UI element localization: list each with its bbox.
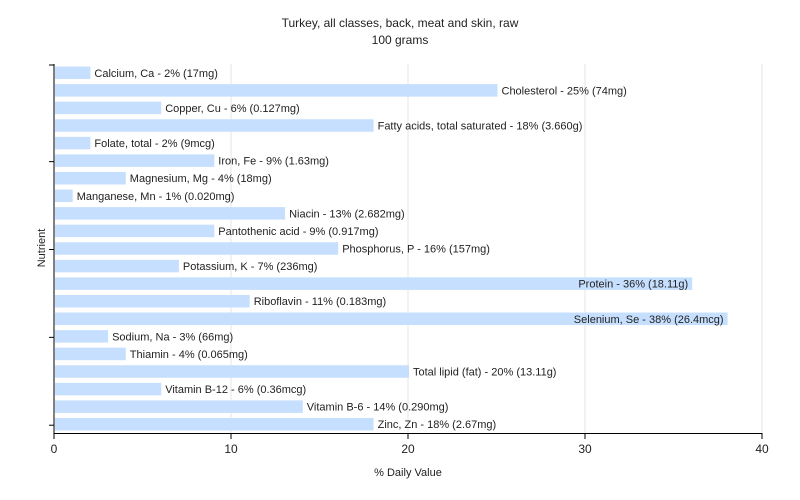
- x-axis-label: % Daily Value: [374, 467, 442, 479]
- bar-label: Potassium, K - 7% (236mg): [183, 261, 318, 273]
- bar: [55, 277, 693, 290]
- bar-label: Riboflavin - 11% (0.183mg): [254, 296, 386, 308]
- bar-label: Sodium, Na - 3% (66mg): [112, 331, 233, 343]
- bar-label: Calcium, Ca - 2% (17mg): [94, 68, 217, 80]
- x-tick-label: 10: [224, 442, 238, 456]
- bar-label: Folate, total - 2% (9mcg): [94, 138, 214, 150]
- bar-label: Phosphorus, P - 16% (157mg): [342, 244, 490, 256]
- bar: [55, 171, 126, 185]
- bar: [55, 400, 303, 413]
- bar-label: Thiamin - 4% (0.065mg): [130, 349, 248, 361]
- bar: [55, 66, 91, 80]
- bar: [55, 207, 286, 220]
- bar-label: Cholesterol - 25% (74mg): [502, 85, 627, 97]
- bar-label: Iron, Fe - 9% (1.63mg): [218, 156, 329, 168]
- bar-label: Fatty acids, total saturated - 18% (3.66…: [378, 121, 583, 133]
- x-tick-label: 30: [578, 442, 592, 456]
- bar: [55, 119, 374, 132]
- bar-label: Magnesium, Mg - 4% (18mg): [130, 173, 272, 185]
- bar-label: Niacin - 13% (2.682mg): [289, 208, 405, 220]
- bar: [55, 224, 215, 238]
- bars: Calcium, Ca - 2% (17mg) Cholesterol - 25%…: [55, 66, 728, 431]
- bar: [55, 136, 91, 150]
- bar: [55, 347, 126, 361]
- bar: [55, 259, 179, 273]
- bar: [55, 330, 109, 343]
- bar: [55, 154, 215, 167]
- bar: [55, 382, 162, 396]
- bar: [55, 189, 73, 203]
- x-tick-label: 0: [51, 442, 58, 456]
- bar: [55, 365, 409, 378]
- y-axis-label: Nutrient: [36, 229, 48, 268]
- bar: [55, 84, 498, 97]
- chart-title: Turkey, all classes, back, meat and skin…: [282, 16, 519, 30]
- x-tick-label: 20: [401, 442, 415, 456]
- bar: [55, 294, 250, 308]
- bar-label: Zinc, Zn - 18% (2.67mg): [378, 419, 497, 431]
- bar-label: Vitamin B-6 - 14% (0.290mg): [307, 402, 449, 414]
- x-tick-label: 40: [755, 442, 769, 456]
- axes: 0 10 20 30 40: [49, 64, 769, 456]
- bar-label: Selenium, Se - 38% (26.4mcg): [574, 314, 724, 326]
- bar-label: Pantothenic acid - 9% (0.917mg): [218, 226, 378, 238]
- bar: [55, 242, 339, 255]
- bar-label: Protein - 36% (18.11g): [578, 279, 688, 291]
- bar-label: Vitamin B-12 - 6% (0.36mcg): [165, 384, 306, 396]
- bar-label: Manganese, Mn - 1% (0.020mg): [77, 191, 235, 203]
- bar-label: Copper, Cu - 6% (0.127mg): [165, 103, 300, 115]
- bar: [55, 312, 728, 326]
- bar: [55, 417, 374, 431]
- chart-subtitle: 100 grams: [372, 33, 429, 47]
- bar: [55, 101, 162, 115]
- bar-label: Total lipid (fat) - 20% (13.11g): [413, 367, 556, 379]
